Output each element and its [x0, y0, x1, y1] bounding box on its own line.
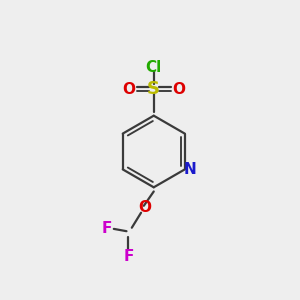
Text: O: O	[122, 82, 135, 97]
Text: F: F	[101, 221, 112, 236]
Text: N: N	[184, 162, 196, 177]
Text: S: S	[147, 80, 160, 98]
Text: F: F	[123, 249, 134, 264]
Text: O: O	[173, 82, 186, 97]
Text: Cl: Cl	[146, 60, 162, 75]
Text: O: O	[138, 200, 151, 215]
